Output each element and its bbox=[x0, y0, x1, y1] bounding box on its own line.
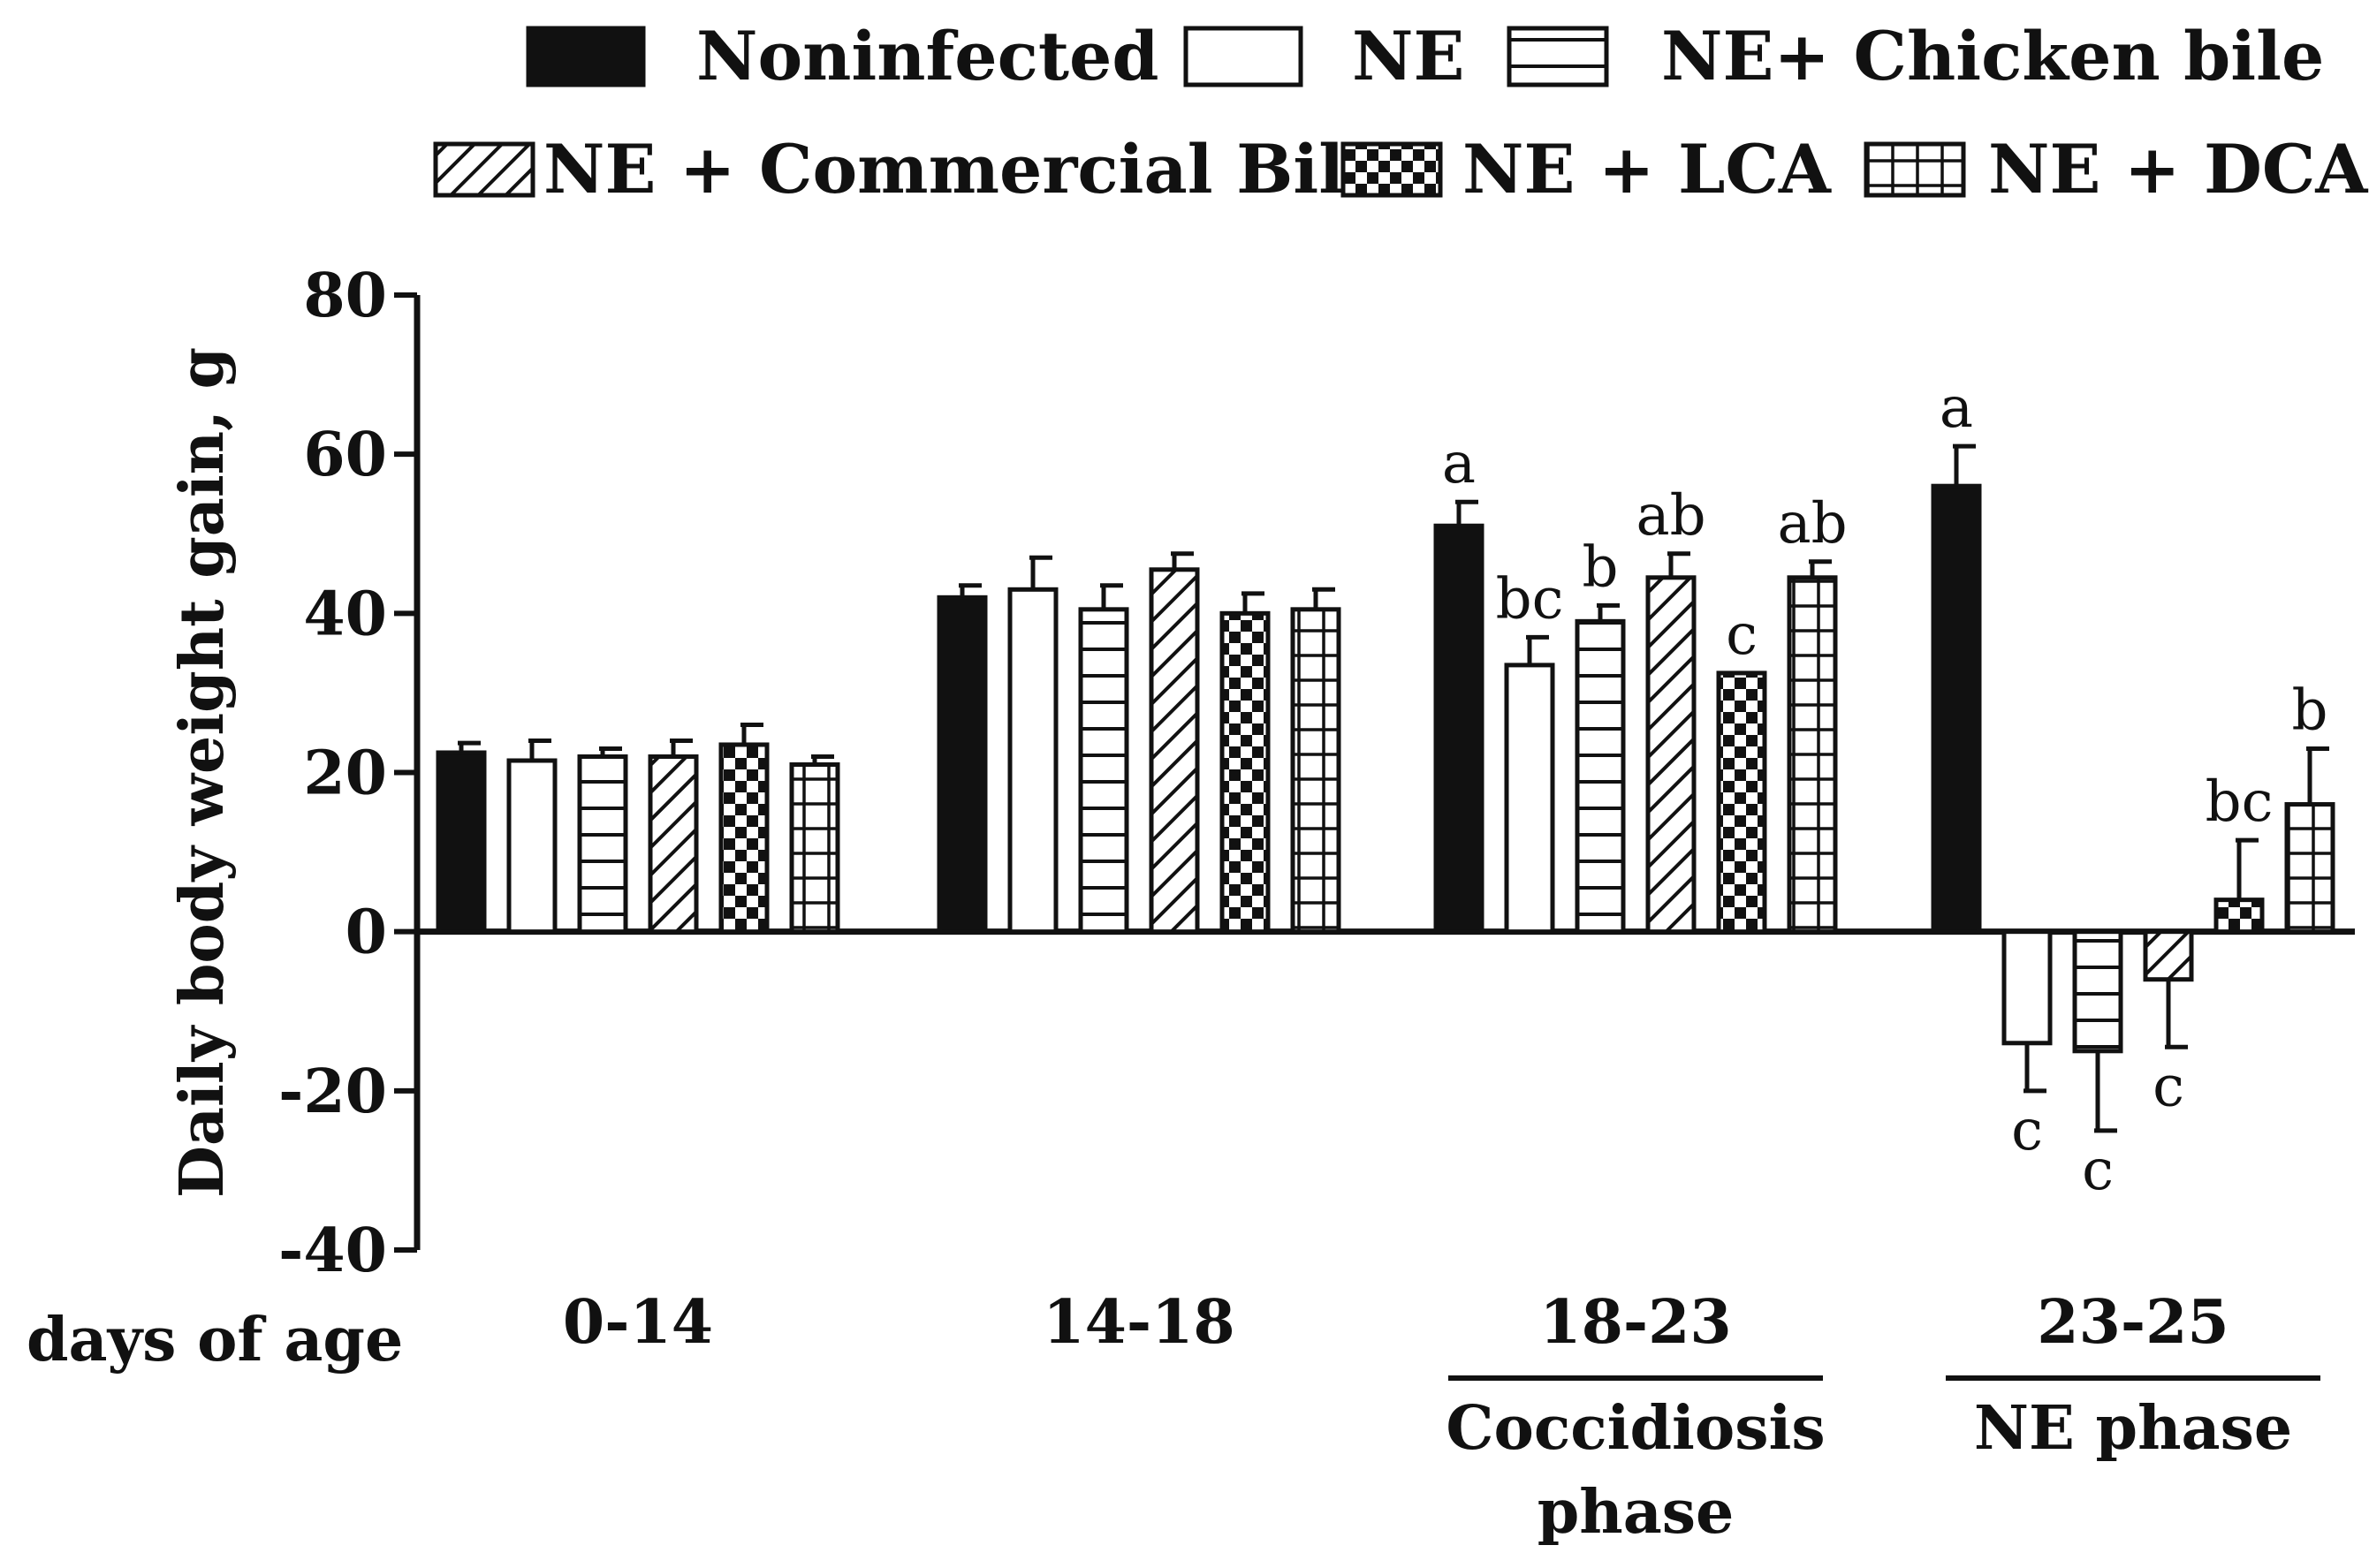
y-axis: -40 -20 0 20 40 60 80 Daily body weight gain, g bbox=[167, 261, 2355, 1286]
bar-18-23-4 bbox=[1645, 575, 1697, 935]
bar-18-23-6 bbox=[1787, 575, 1838, 935]
bar-18-23-5 bbox=[1716, 670, 1767, 935]
significance-label: a bbox=[1940, 375, 1973, 441]
significance-label: c bbox=[2082, 1138, 2114, 1203]
significance-label: a bbox=[1442, 431, 1476, 496]
bar-0-14-1 bbox=[436, 750, 487, 935]
significance-label: c bbox=[2011, 1098, 2043, 1163]
bar-14-18-6 bbox=[1290, 607, 1341, 935]
x-axis-title: days of age bbox=[27, 1305, 403, 1375]
legend-swatch-3 bbox=[1507, 26, 1609, 87]
x-axis-labels: days of age 0-14 14-18 18-23 Coccidiosis phas… bbox=[27, 1287, 2320, 1548]
bar-14-18-1 bbox=[937, 595, 988, 935]
significance-label: b bbox=[2292, 678, 2328, 743]
bar-0-14-4 bbox=[648, 754, 699, 935]
bar-23-25-6 bbox=[2284, 802, 2335, 935]
y-tick-label: 80 bbox=[303, 261, 387, 331]
y-tick-label: 40 bbox=[303, 579, 387, 649]
bar-14-18-4 bbox=[1149, 567, 1200, 935]
group-label-18-23: 18-23 bbox=[1539, 1287, 1731, 1358]
bar-18-23-2 bbox=[1504, 663, 1555, 935]
y-tick-label: -40 bbox=[278, 1216, 387, 1286]
bar-14-18-5 bbox=[1219, 610, 1271, 935]
bar-0-14-5 bbox=[718, 742, 770, 935]
bar-23-25-1 bbox=[1931, 483, 1982, 935]
bar-0-14-2 bbox=[506, 758, 558, 935]
significance-label: bc bbox=[2206, 769, 2274, 835]
bar-14-18-2 bbox=[1007, 587, 1059, 935]
significance-label: bc bbox=[1496, 566, 1564, 632]
legend-swatch-5 bbox=[1340, 141, 1443, 198]
bar-0-14-6 bbox=[789, 761, 840, 935]
y-tick-label: 0 bbox=[345, 898, 387, 968]
legend: Noninfected NE NE+ Chicken bile NE + Commer… bbox=[433, 17, 2368, 208]
y-tick-label: 60 bbox=[303, 420, 387, 490]
bar-23-25-2 bbox=[2001, 929, 2053, 1046]
phase-label: NE phase bbox=[1974, 1393, 2292, 1464]
group-label-14-18: 14-18 bbox=[1043, 1287, 1234, 1358]
bar-18-23-1 bbox=[1433, 523, 1484, 935]
bar-0-14-3 bbox=[577, 754, 628, 935]
legend-label-3: NE+ Chicken bile bbox=[1661, 17, 2324, 95]
legend-swatch-4 bbox=[433, 141, 535, 198]
significance-label: c bbox=[1726, 602, 1758, 668]
legend-swatch-2 bbox=[1183, 26, 1303, 87]
y-axis-title: Daily body weight gain, g bbox=[167, 347, 238, 1198]
significance-label: ab bbox=[1777, 491, 1847, 557]
bar-23-25-3 bbox=[2072, 929, 2123, 1054]
bar-14-18-3 bbox=[1078, 607, 1129, 935]
legend-label-2: NE bbox=[1352, 17, 1464, 95]
significance-label: ab bbox=[1636, 483, 1705, 549]
bar-18-23-3 bbox=[1575, 618, 1626, 935]
significance-label: b bbox=[1583, 534, 1619, 600]
group-label-0-14: 0-14 bbox=[563, 1287, 713, 1358]
phase-label-line-1: Coccidiosis bbox=[1446, 1393, 1825, 1464]
legend-swatch-6 bbox=[1864, 141, 1966, 198]
legend-swatch-1 bbox=[526, 26, 646, 87]
y-tick-label: 20 bbox=[303, 739, 387, 809]
legend-label-4: NE + Commercial Bile bbox=[543, 130, 1386, 208]
legend-label-6: NE + DCA bbox=[1988, 130, 2368, 208]
significance-label: c bbox=[2153, 1054, 2184, 1119]
y-tick-label: -20 bbox=[278, 1057, 387, 1127]
legend-label-1: Noninfected bbox=[696, 17, 1158, 95]
bar-23-25-5 bbox=[2213, 898, 2265, 935]
phase-label-line-2: phase bbox=[1538, 1477, 1735, 1548]
bar-23-25-4 bbox=[2143, 929, 2194, 982]
legend-label-5: NE + LCA bbox=[1462, 130, 1832, 208]
group-label-23-25: 23-25 bbox=[2037, 1287, 2229, 1358]
